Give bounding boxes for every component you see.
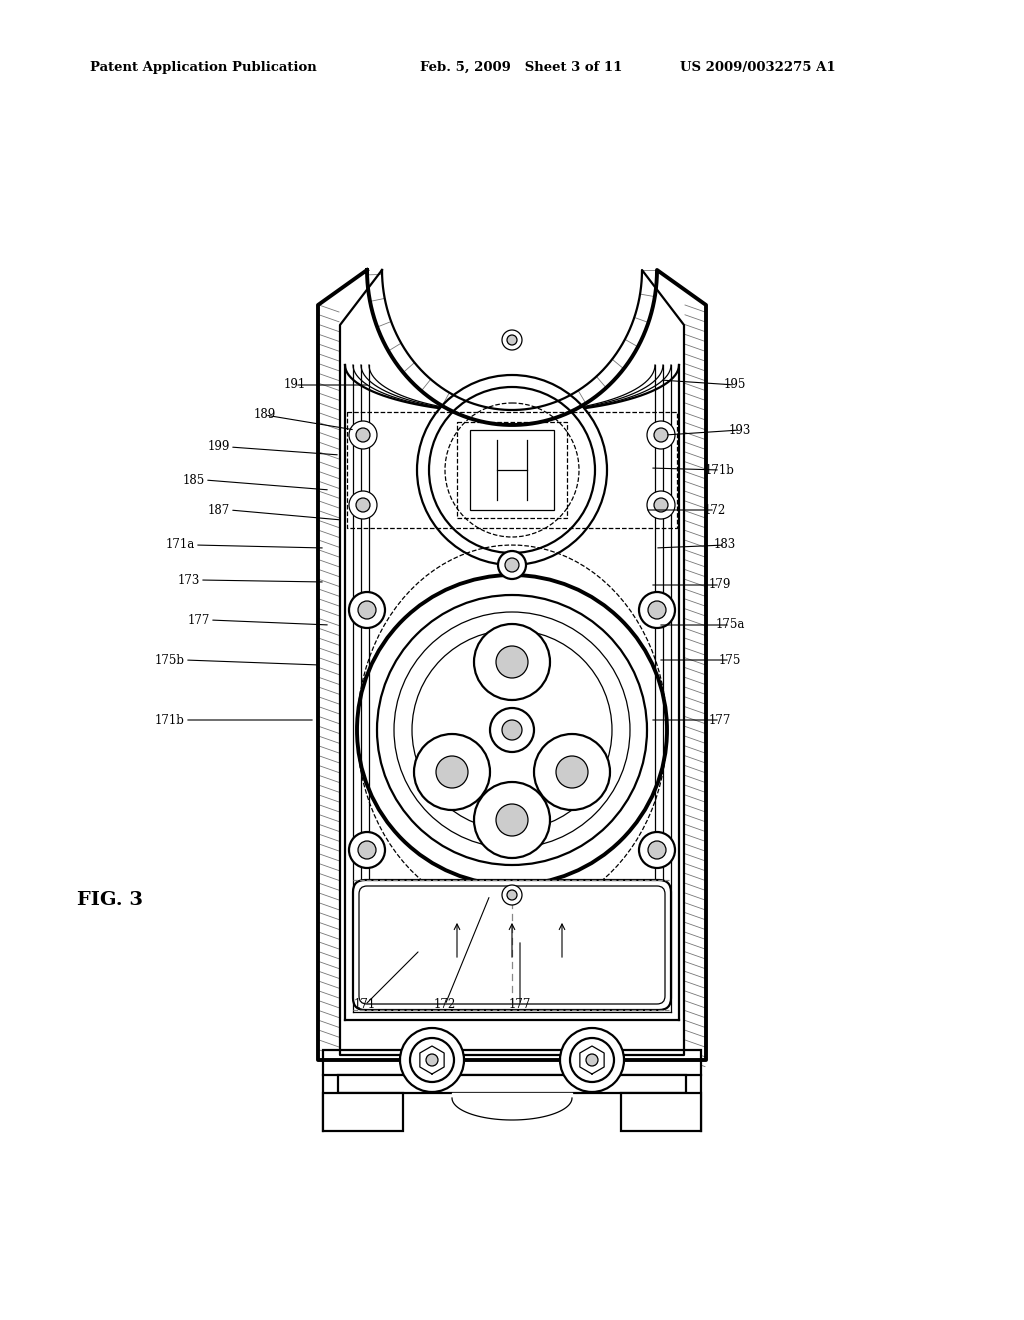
Text: 179: 179 bbox=[709, 578, 731, 591]
Text: Feb. 5, 2009   Sheet 3 of 11: Feb. 5, 2009 Sheet 3 of 11 bbox=[420, 61, 623, 74]
Circle shape bbox=[349, 491, 377, 519]
Circle shape bbox=[654, 428, 668, 442]
Circle shape bbox=[356, 428, 370, 442]
Text: 191: 191 bbox=[284, 379, 306, 392]
Text: 175a: 175a bbox=[716, 619, 744, 631]
Circle shape bbox=[414, 734, 490, 810]
Circle shape bbox=[502, 884, 522, 906]
Text: 189: 189 bbox=[254, 408, 276, 421]
Bar bbox=[457, 422, 567, 517]
Circle shape bbox=[639, 832, 675, 869]
Circle shape bbox=[490, 708, 534, 752]
Text: Patent Application Publication: Patent Application Publication bbox=[90, 61, 316, 74]
Text: 171b: 171b bbox=[155, 714, 185, 726]
Circle shape bbox=[429, 387, 595, 553]
Text: 195: 195 bbox=[724, 379, 746, 392]
Circle shape bbox=[349, 421, 377, 449]
Polygon shape bbox=[318, 271, 706, 1060]
Circle shape bbox=[426, 1053, 438, 1067]
Bar bbox=[621, 1093, 701, 1131]
Circle shape bbox=[505, 558, 519, 572]
Circle shape bbox=[400, 1028, 464, 1092]
Circle shape bbox=[496, 645, 528, 678]
Circle shape bbox=[560, 1028, 624, 1092]
Circle shape bbox=[570, 1038, 614, 1082]
Text: 177: 177 bbox=[509, 998, 531, 1011]
Circle shape bbox=[647, 491, 675, 519]
Text: 173: 173 bbox=[177, 573, 200, 586]
Circle shape bbox=[417, 375, 607, 565]
Circle shape bbox=[647, 421, 675, 449]
Text: 171: 171 bbox=[354, 998, 376, 1011]
Circle shape bbox=[349, 591, 385, 628]
Circle shape bbox=[436, 756, 468, 788]
Circle shape bbox=[349, 832, 385, 869]
Bar bbox=[323, 1093, 403, 1131]
Bar bbox=[338, 1074, 686, 1093]
Circle shape bbox=[507, 335, 517, 345]
FancyBboxPatch shape bbox=[353, 880, 671, 1010]
Circle shape bbox=[639, 591, 675, 628]
Circle shape bbox=[474, 781, 550, 858]
Circle shape bbox=[498, 550, 526, 579]
Circle shape bbox=[648, 841, 666, 859]
Text: 193: 193 bbox=[729, 424, 752, 437]
Bar bbox=[470, 430, 554, 510]
Circle shape bbox=[496, 804, 528, 836]
Circle shape bbox=[502, 719, 522, 741]
Text: 185: 185 bbox=[182, 474, 205, 487]
Circle shape bbox=[534, 734, 610, 810]
Circle shape bbox=[507, 890, 517, 900]
Circle shape bbox=[556, 756, 588, 788]
Text: 175b: 175b bbox=[155, 653, 185, 667]
Bar bbox=[347, 412, 677, 528]
Circle shape bbox=[648, 601, 666, 619]
Text: 177: 177 bbox=[187, 614, 210, 627]
Circle shape bbox=[410, 1038, 454, 1082]
Circle shape bbox=[654, 498, 668, 512]
Text: 175: 175 bbox=[719, 653, 741, 667]
Circle shape bbox=[358, 601, 376, 619]
FancyBboxPatch shape bbox=[359, 886, 665, 1005]
Text: 171a: 171a bbox=[166, 539, 195, 552]
Text: FIG. 3: FIG. 3 bbox=[77, 891, 143, 909]
Circle shape bbox=[358, 841, 376, 859]
Circle shape bbox=[356, 498, 370, 512]
Text: US 2009/0032275 A1: US 2009/0032275 A1 bbox=[680, 61, 836, 74]
Text: 177: 177 bbox=[709, 714, 731, 726]
Text: 171b: 171b bbox=[706, 463, 735, 477]
Circle shape bbox=[586, 1053, 598, 1067]
Text: 172: 172 bbox=[703, 503, 726, 516]
Circle shape bbox=[474, 624, 550, 700]
Text: 183: 183 bbox=[714, 539, 736, 552]
Text: 187: 187 bbox=[208, 503, 230, 516]
Circle shape bbox=[445, 403, 579, 537]
Text: 199: 199 bbox=[208, 441, 230, 454]
Text: 172: 172 bbox=[434, 998, 456, 1011]
Bar bbox=[323, 1049, 701, 1074]
Circle shape bbox=[502, 330, 522, 350]
